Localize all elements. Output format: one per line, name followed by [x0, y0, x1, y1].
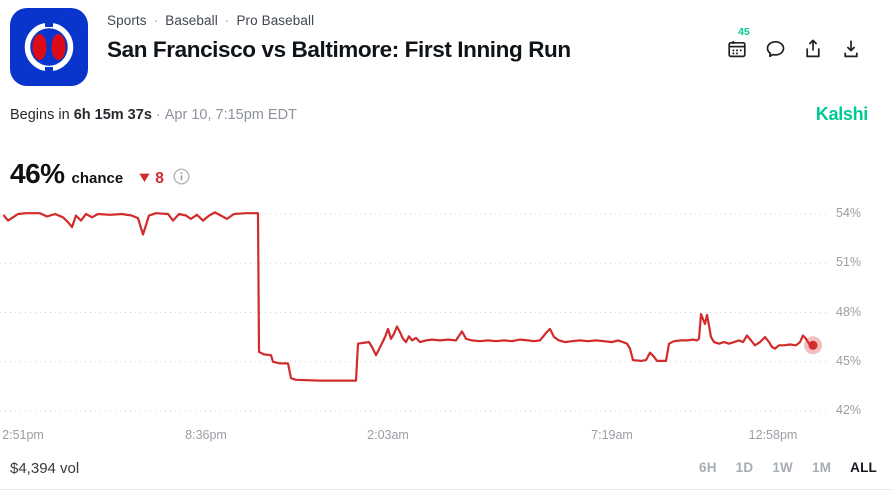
- breadcrumb-separator: ·: [224, 13, 230, 28]
- breadcrumb-baseball[interactable]: Baseball: [165, 13, 218, 28]
- y-axis-tick: 45%: [836, 353, 862, 368]
- meta-separator: ·: [155, 107, 161, 123]
- bottom-divider: [0, 489, 893, 490]
- down-triangle-icon: [139, 173, 150, 182]
- header-actions: 45: [727, 26, 863, 59]
- kalshi-logo: Kalshi: [815, 104, 869, 124]
- x-axis-tick: 12:58pm: [748, 428, 798, 442]
- price-change: 8: [139, 170, 164, 188]
- y-axis-tick: 54%: [836, 206, 862, 220]
- price-chart[interactable]: 54% 51% 48% 45% 42% 2:51pm 8:36pm 2:03am…: [0, 195, 893, 447]
- chance-value: 46%: [10, 158, 65, 189]
- x-axis-tick: 7:19am: [591, 428, 633, 442]
- breadcrumb-pro-baseball[interactable]: Pro Baseball: [236, 13, 315, 28]
- breadcrumb-separator: ·: [153, 13, 159, 28]
- download-button[interactable]: [841, 33, 863, 59]
- volume-label: $4,394 vol: [10, 460, 80, 477]
- y-axis-tick: 42%: [836, 403, 862, 417]
- x-axis-tick: 8:36pm: [185, 428, 227, 442]
- page-title: San Francisco vs Baltimore: First Inning…: [107, 37, 571, 62]
- range-1d-button[interactable]: 1D: [735, 460, 754, 475]
- change-amount: 8: [155, 170, 164, 187]
- y-axis-tick: 51%: [836, 255, 862, 270]
- comments-button[interactable]: [765, 33, 787, 59]
- range-6h-button[interactable]: 6H: [699, 460, 717, 475]
- price-header: 46% chance 8: [10, 158, 190, 190]
- time-range-selector: 6H 1D 1W 1M ALL: [699, 460, 877, 475]
- calendar-icon: [728, 41, 746, 58]
- chart-footer: $4,394 vol 6H 1D 1W 1M ALL: [0, 459, 893, 481]
- begins-label: Begins in: [10, 107, 70, 123]
- share-button[interactable]: [803, 33, 825, 59]
- breadcrumb-sports[interactable]: Sports: [107, 13, 147, 28]
- market-logo-baseball: [10, 8, 88, 86]
- range-all-button[interactable]: ALL: [850, 460, 877, 475]
- event-datetime: Apr 10, 7:15pm EDT: [164, 107, 297, 123]
- price-chart-canvas: [0, 211, 828, 412]
- info-icon: [173, 168, 190, 185]
- chance-label: chance: [71, 170, 124, 187]
- comment-icon: [766, 40, 785, 58]
- countdown-timer: 6h 15m 37s: [73, 107, 152, 123]
- x-axis-tick: 2:03am: [367, 428, 409, 442]
- y-axis-tick: 48%: [836, 304, 862, 319]
- calendar-badge: 45: [738, 26, 750, 38]
- x-axis-tick: 2:51pm: [2, 428, 44, 442]
- share-icon: [806, 39, 820, 58]
- range-1m-button[interactable]: 1M: [812, 460, 832, 475]
- breadcrumb: Sports · Baseball · Pro Baseball: [107, 13, 571, 28]
- range-1w-button[interactable]: 1W: [772, 460, 793, 475]
- calendar-button[interactable]: 45: [727, 26, 750, 59]
- event-schedule: Begins in 6h 15m 37s · Apr 10, 7:15pm EDT: [10, 107, 297, 123]
- info-button[interactable]: [173, 168, 190, 190]
- download-icon: [844, 40, 858, 58]
